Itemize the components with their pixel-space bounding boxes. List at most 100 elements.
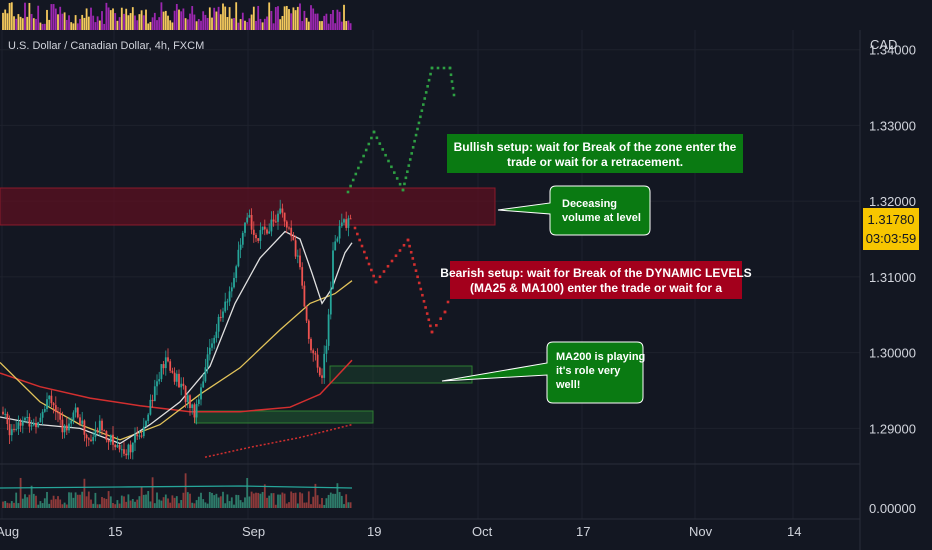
projection-dot (442, 66, 446, 70)
candle-body (250, 214, 253, 230)
top-strip-bar (112, 8, 114, 30)
top-strip-bar (149, 21, 152, 30)
volume-bar (230, 497, 233, 508)
volume-bar (202, 499, 205, 508)
volume-bar (277, 494, 279, 508)
top-strip-bar (239, 19, 242, 30)
top-strip-bar (305, 17, 308, 30)
candle-body (162, 364, 165, 369)
volume-bar (120, 495, 123, 508)
top-strip-bar (292, 7, 295, 30)
projection-dot (401, 188, 405, 192)
candle-body (329, 288, 332, 315)
volume-bar (72, 497, 75, 508)
volume-bar (147, 491, 150, 508)
candle-body (54, 405, 57, 413)
volume-bar (81, 491, 84, 508)
top-strip-bar (349, 23, 352, 30)
volume-bar (197, 496, 200, 508)
lower-support-zone (194, 410, 374, 424)
volume-bar (63, 502, 66, 508)
volume-bar (142, 494, 145, 508)
candle-body (90, 439, 92, 441)
volume-bar (204, 502, 207, 508)
candle-body (76, 407, 79, 418)
bullish-projection (346, 66, 456, 194)
volume-bar (160, 500, 163, 508)
volume-bar (109, 496, 112, 508)
volume-bar (200, 492, 202, 508)
top-strip-bar (272, 23, 275, 30)
volume-bar (195, 500, 198, 508)
volume-bar (4, 501, 7, 508)
volume-bar (70, 492, 73, 508)
support-zone (329, 365, 473, 384)
top-strip-bar (294, 10, 297, 30)
top-strip-bar (208, 7, 211, 31)
volume-bar (125, 501, 128, 508)
top-strip-bar (343, 4, 345, 31)
projection-dot (422, 300, 426, 303)
projection-dot (449, 73, 453, 77)
top-strip-bar (270, 10, 273, 30)
candle-body (142, 426, 145, 437)
top-strip-bar (131, 7, 134, 30)
volume-bar (26, 497, 29, 508)
candle-body (68, 423, 70, 431)
projection-dot (409, 250, 413, 254)
projection-dot (430, 330, 434, 334)
candle-body (279, 208, 282, 214)
candle-body (222, 311, 224, 318)
volume-bar (248, 496, 251, 508)
top-strip-bar (283, 6, 286, 30)
candle-body (204, 367, 207, 382)
top-strip-bar (263, 18, 266, 30)
projection-dot (360, 244, 364, 248)
top-strip-bar (50, 4, 53, 30)
candle-body (74, 407, 77, 413)
projection-dot (374, 280, 378, 284)
candle-body (65, 425, 68, 431)
top-strip-bar (54, 8, 57, 30)
bullish-setup-line-1: Bullish setup: wait for Break of the zon… (454, 140, 737, 154)
candle-body (219, 316, 222, 318)
candle-body (2, 411, 4, 415)
top-strip-bar (15, 18, 18, 30)
candle-body (112, 434, 114, 445)
projection-dot (364, 148, 368, 152)
volume-bar (169, 502, 172, 508)
candle-body (257, 238, 260, 241)
volume-bar (233, 504, 235, 508)
volume-bar (140, 486, 143, 508)
volume-bar (175, 496, 178, 508)
top-strip-bar (248, 18, 251, 30)
price-countdown: 03:03:59 (866, 231, 917, 246)
volume-bar (239, 500, 242, 508)
volume-bar (105, 498, 108, 508)
projection-dot (387, 159, 390, 163)
top-strip-bar (182, 8, 185, 31)
volume-bar (118, 503, 121, 508)
top-strip-bar (129, 13, 132, 30)
volume-bar (290, 491, 293, 508)
projection-dot (398, 182, 402, 186)
candle-body (30, 425, 33, 427)
candle-body (208, 347, 211, 355)
projection-dot (424, 306, 427, 309)
volume-bar (246, 477, 249, 508)
candle-body (4, 413, 7, 415)
projection-dot (353, 226, 357, 230)
volume-bar (167, 498, 169, 508)
top-strip-bar (6, 13, 9, 30)
candle-body (153, 386, 156, 402)
top-strip-bar (120, 7, 123, 31)
candle-body (197, 399, 200, 404)
volume-bar (10, 501, 13, 508)
candle-body (116, 444, 119, 448)
candle-body (151, 399, 154, 402)
volume-bar (30, 485, 33, 508)
projection-dot (425, 312, 429, 315)
top-strip-bar (158, 17, 161, 30)
candle-body (52, 403, 55, 406)
